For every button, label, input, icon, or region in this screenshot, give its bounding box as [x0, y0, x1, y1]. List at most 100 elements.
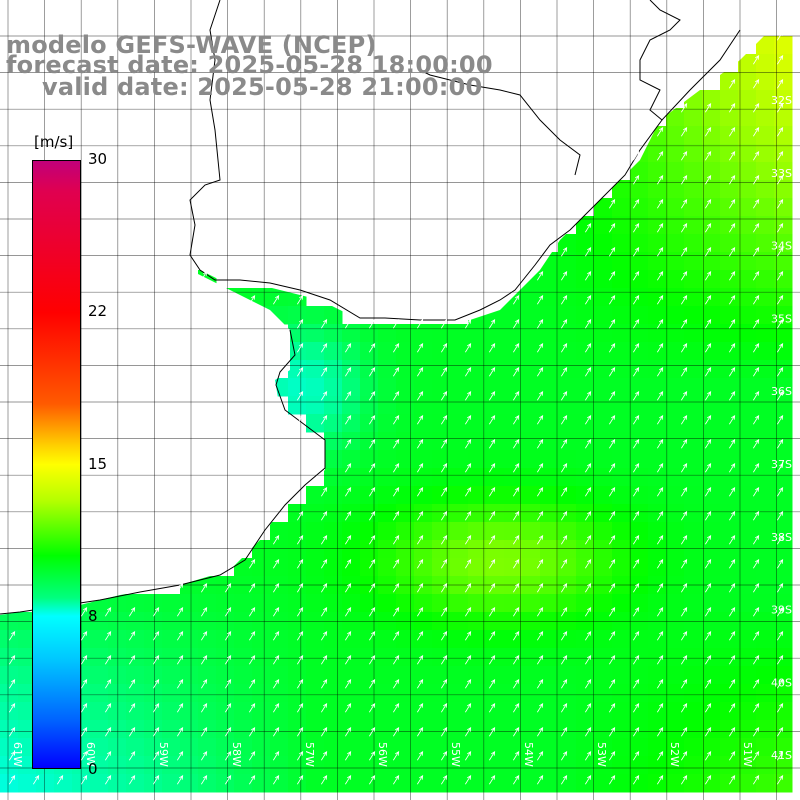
wind-speed-cell — [738, 342, 757, 361]
wind-speed-cell — [144, 702, 163, 721]
wind-speed-cell — [522, 522, 541, 541]
wind-arrow — [657, 702, 664, 713]
wind-arrow — [585, 630, 592, 641]
wind-speed-cell — [288, 558, 307, 577]
wind-speed-cell — [558, 378, 577, 397]
wind-speed-cell — [504, 486, 523, 505]
wind-speed-cell — [720, 414, 739, 433]
wind-speed-cell — [684, 234, 703, 253]
wind-arrow — [297, 654, 304, 665]
wind-speed-cell — [630, 342, 649, 361]
longitude-label: 59W — [157, 742, 170, 767]
wind-arrow — [633, 270, 640, 281]
wind-speed-cell — [234, 666, 253, 685]
wind-arrow — [489, 486, 496, 497]
wind-arrow — [633, 222, 640, 233]
wind-arrow — [729, 102, 736, 113]
wind-speed-cell — [198, 720, 217, 739]
wind-arrow — [633, 390, 640, 401]
wind-arrow — [777, 126, 784, 137]
wind-arrow — [777, 462, 784, 473]
wind-arrow — [489, 342, 496, 353]
wind-speed-cell — [396, 738, 415, 757]
wind-speed-cell — [774, 522, 793, 541]
wind-arrow — [465, 606, 472, 617]
wind-speed-cell — [756, 270, 775, 289]
wind-arrow — [561, 486, 568, 497]
wind-speed-cell — [324, 720, 343, 739]
wind-arrow — [561, 630, 568, 641]
wind-speed-cell — [216, 648, 235, 667]
wind-arrow — [393, 630, 400, 641]
wind-speed-cell — [144, 720, 163, 739]
wind-arrow — [729, 726, 736, 737]
wind-speed-cell — [576, 360, 595, 379]
wind-speed-cell — [0, 684, 19, 703]
wind-arrow — [657, 462, 664, 473]
wind-arrow — [81, 606, 88, 617]
wind-speed-cell — [432, 396, 451, 415]
wind-arrow — [537, 342, 544, 353]
wind-speed-cell — [378, 684, 397, 703]
wind-speed-cell — [378, 342, 397, 361]
wind-arrow — [417, 318, 424, 329]
wind-arrow — [561, 462, 568, 473]
wind-arrow — [657, 150, 664, 161]
wind-arrow — [681, 462, 688, 473]
wind-arrow — [129, 774, 136, 785]
wind-arrow — [369, 606, 376, 617]
wind-arrow — [609, 366, 616, 377]
wind-speed-cell — [630, 648, 649, 667]
wind-arrow — [129, 702, 136, 713]
wind-speed-cell — [558, 558, 577, 577]
wind-speed-cell — [720, 522, 739, 541]
wind-arrow — [657, 294, 664, 305]
wind-speed-cell — [720, 756, 739, 775]
wind-speed-cell — [360, 522, 379, 541]
wind-speed-cell — [558, 774, 577, 793]
wind-speed-cell — [756, 486, 775, 505]
wind-speed-cell — [540, 648, 559, 667]
wind-arrow — [753, 414, 760, 425]
wind-speed-cell — [756, 126, 775, 145]
wind-arrow — [465, 414, 472, 425]
longitude-label: 53W — [595, 742, 608, 767]
wind-arrow — [201, 726, 208, 737]
wind-speed-cell — [684, 648, 703, 667]
latitude-label: 40S — [771, 676, 792, 689]
wind-speed-cell — [324, 774, 343, 793]
wind-arrow — [489, 750, 496, 761]
wind-speed-cell — [612, 252, 631, 271]
wind-arrow — [681, 582, 688, 593]
wind-arrow — [681, 558, 688, 569]
wind-arrow — [609, 414, 616, 425]
wind-arrow — [657, 342, 664, 353]
wind-speed-cell — [684, 324, 703, 343]
wind-speed-cell — [756, 666, 775, 685]
wind-speed-cell — [612, 378, 631, 397]
wind-speed-cell — [594, 738, 613, 757]
wind-speed-cell — [666, 630, 685, 649]
wind-speed-cell — [342, 594, 361, 613]
wind-arrow — [729, 510, 736, 521]
wind-speed-cell — [540, 468, 559, 487]
wind-speed-cell — [594, 432, 613, 451]
wind-speed-cell — [756, 144, 775, 163]
wind-speed-cell — [630, 594, 649, 613]
wind-speed-cell — [612, 702, 631, 721]
wind-arrow — [177, 630, 184, 641]
wind-speed-cell — [702, 468, 721, 487]
wind-arrow — [441, 582, 448, 593]
wind-speed-cell — [216, 774, 235, 793]
wind-speed-cell — [738, 432, 757, 451]
wind-arrow — [393, 582, 400, 593]
wind-speed-cell — [738, 558, 757, 577]
wind-speed-cell — [612, 486, 631, 505]
wind-speed-cell — [468, 630, 487, 649]
wind-speed-cell — [360, 594, 379, 613]
wind-speed-cell — [594, 486, 613, 505]
wind-arrow — [609, 318, 616, 329]
colorbar-unit-label: [m/s] — [34, 133, 74, 151]
wind-speed-cell — [234, 558, 253, 577]
wind-speed-cell — [666, 450, 685, 469]
